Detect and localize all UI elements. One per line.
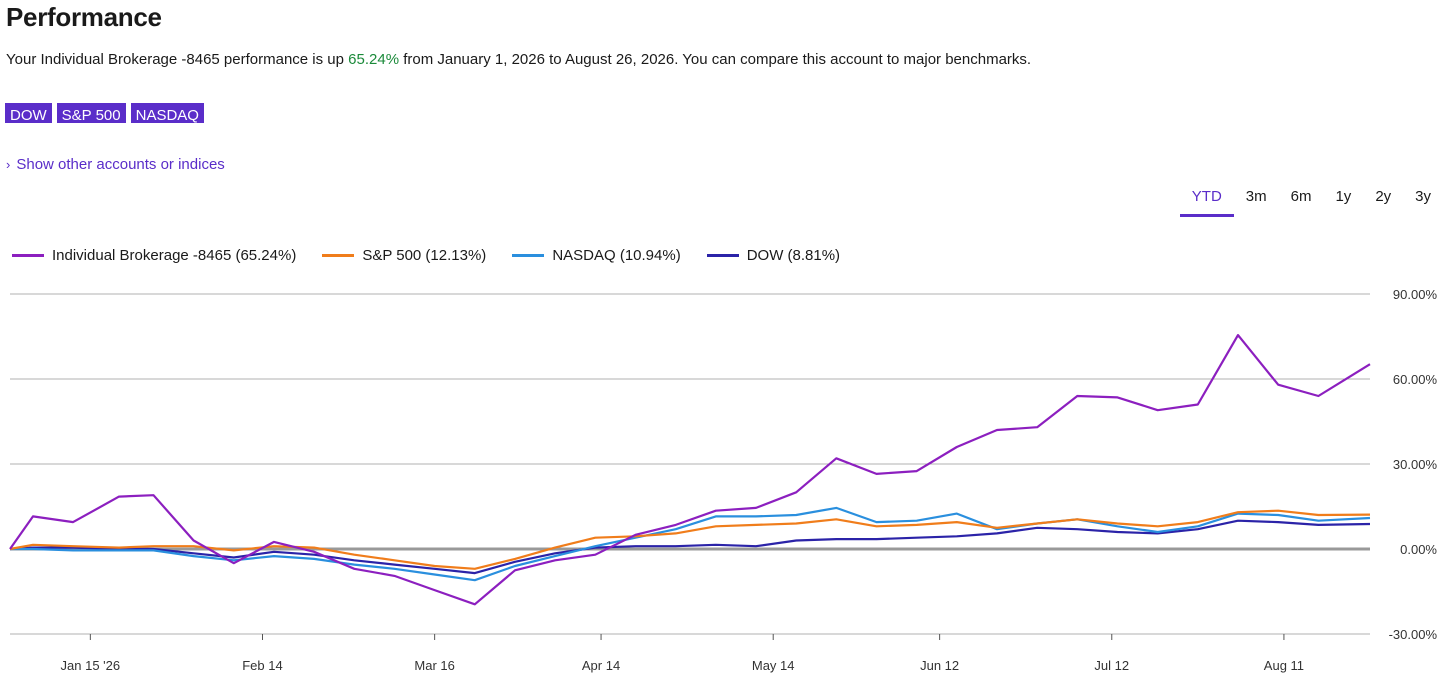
performance-summary: Your Individual Brokerage -8465 performa… <box>6 51 1031 68</box>
legend-label: S&P 500 (12.13%) <box>362 247 487 264</box>
series-line-dow <box>9 519 1371 575</box>
y-tick-label: 60.00% <box>1393 372 1438 387</box>
range-tab-3y[interactable]: 3y <box>1415 188 1431 205</box>
time-range-tabs: YTD 3m 6m 1y 2y 3y <box>1179 186 1443 217</box>
show-other-label: Show other accounts or indices <box>16 156 225 173</box>
legend-label: NASDAQ (10.94%) <box>552 247 681 264</box>
legend-item-dow[interactable]: DOW (8.81%) <box>706 247 841 264</box>
y-tick-label: 30.00% <box>1393 457 1438 472</box>
y-tick-label: 90.00% <box>1393 287 1438 302</box>
legend-label: Individual Brokerage -8465 (65.24%) <box>52 247 297 264</box>
legend-item-sp500[interactable]: S&P 500 (12.13%) <box>322 247 486 264</box>
y-tick-label: 0.00% <box>1400 542 1437 557</box>
range-tab-6m[interactable]: 6m <box>1290 188 1312 205</box>
series-line-nasdaq <box>10 506 1371 582</box>
chevron-right-icon: › <box>6 157 11 172</box>
legend-label: DOW (8.81%) <box>746 247 841 264</box>
y-tick-label: -30.00% <box>1389 627 1438 642</box>
series-line-sp500 <box>9 509 1371 570</box>
summary-percentage: 65.24% <box>348 51 400 68</box>
range-tab-3m[interactable]: 3m <box>1245 188 1267 205</box>
chart-legend: Individual Brokerage -8465 (65.24%) S&P … <box>12 247 840 264</box>
range-tab-1y[interactable]: 1y <box>1335 188 1352 205</box>
legend-swatch <box>512 254 545 257</box>
chip-dow[interactable]: DOW <box>5 103 52 124</box>
range-tab-2y[interactable]: 2y <box>1375 188 1392 205</box>
x-tick-label: Jun 12 <box>920 658 959 673</box>
summary-suffix: from January 1, 2026 to August 26, 2026.… <box>399 51 1032 68</box>
series-line-brokerage <box>9 333 1371 606</box>
x-tick-label: May 14 <box>752 658 795 673</box>
legend-swatch <box>706 254 739 257</box>
range-tab-ytd[interactable]: YTD <box>1179 186 1234 217</box>
legend-swatch <box>322 254 355 257</box>
summary-prefix: Your Individual Brokerage -8465 performa… <box>6 51 349 68</box>
legend-swatch <box>12 254 44 257</box>
x-tick-label: Jul 12 <box>1094 658 1129 673</box>
benchmark-chips: DOW S&P 500 NASDAQ <box>5 103 204 124</box>
x-tick-label: Aug 11 <box>1264 658 1304 673</box>
x-tick-label: Apr 14 <box>582 658 620 673</box>
show-other-accounts-link[interactable]: › Show other accounts or indices <box>6 156 225 173</box>
x-tick-label: Feb 14 <box>242 658 282 673</box>
legend-item-nasdaq[interactable]: NASDAQ (10.94%) <box>512 247 681 264</box>
legend-item-brokerage[interactable]: Individual Brokerage -8465 (65.24%) <box>12 247 296 264</box>
x-tick-label: Jan 15 '26 <box>61 658 121 673</box>
chip-nasdaq[interactable]: NASDAQ <box>130 103 204 124</box>
page-title: Performance <box>6 2 162 32</box>
chip-sp500[interactable]: S&P 500 <box>56 103 126 124</box>
performance-line-chart: 90.00% 60.00% 30.00% 0.00% -30.00% Jan 15 '26… <box>9 287 1438 673</box>
x-tick-label: Mar 16 <box>414 658 454 673</box>
